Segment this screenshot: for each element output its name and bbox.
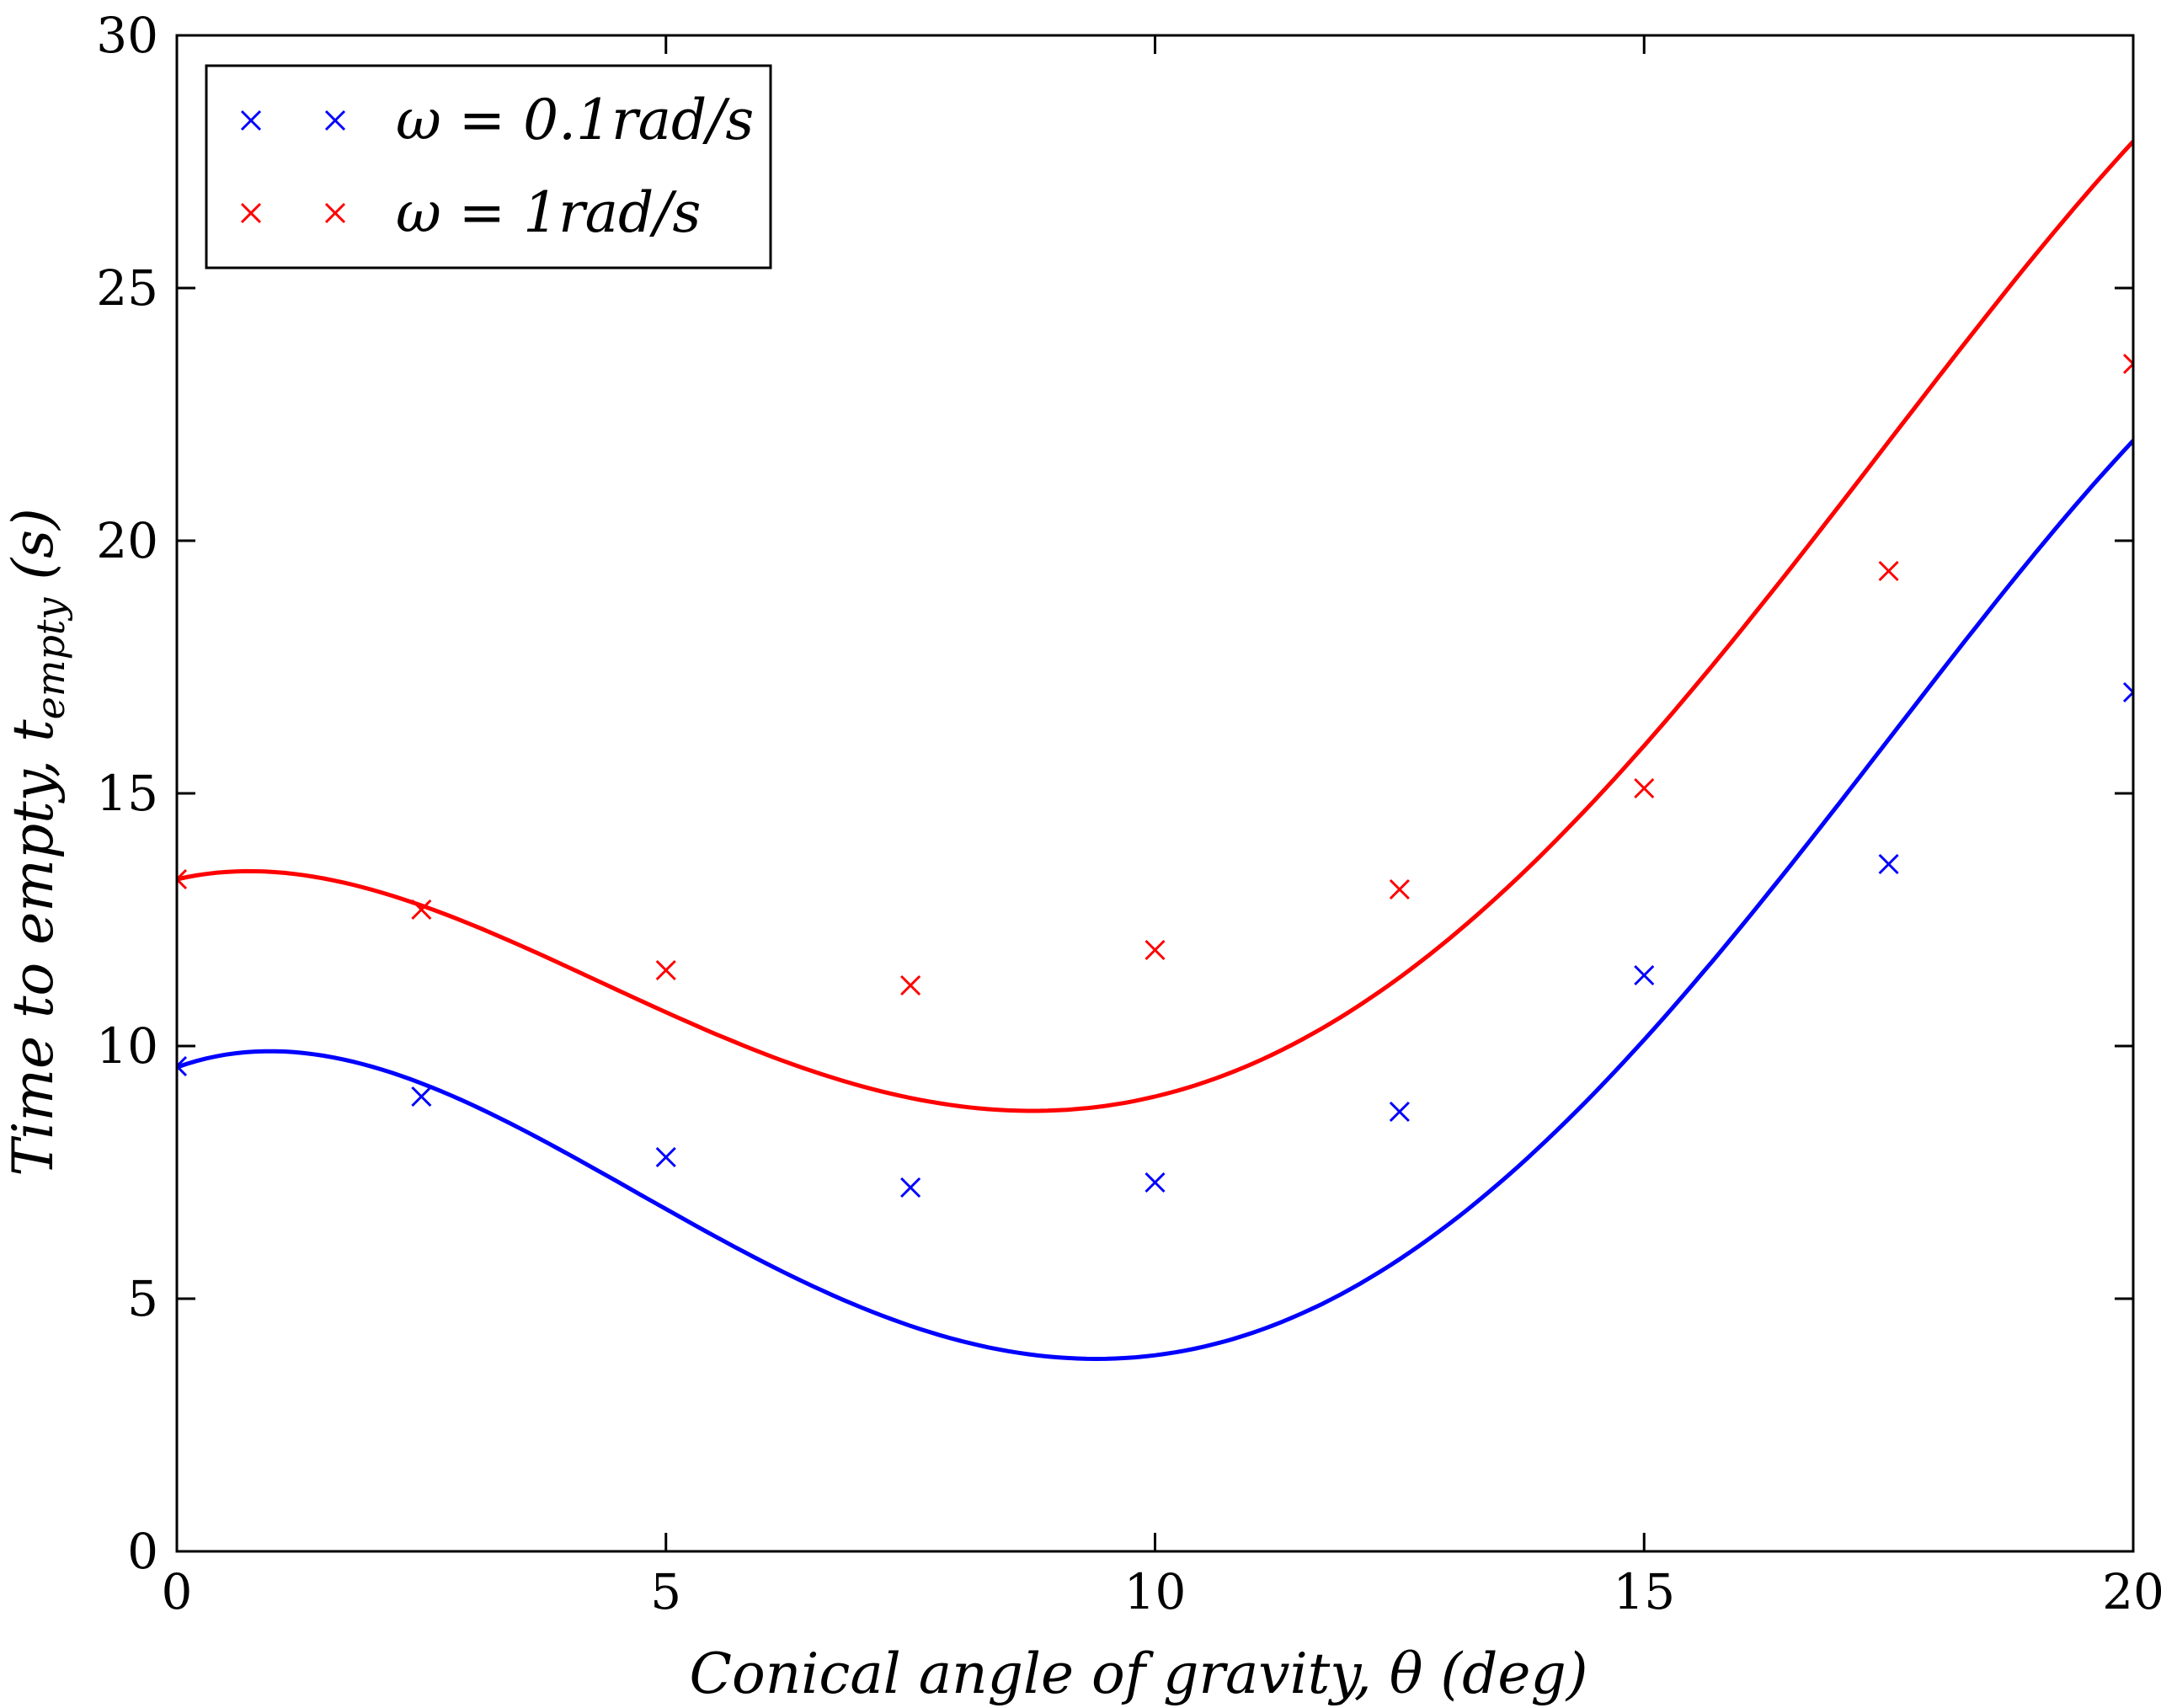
series-0-point [1878,853,1899,875]
legend-marker [324,109,346,131]
legend-marker [240,202,262,224]
x-tick-label: 15 [1613,1563,1675,1620]
series-1-fit-line [177,140,2133,1113]
legend-label: ω = 1rad/s [396,180,701,245]
legend-marker [324,202,346,224]
x-tick-label: 20 [2102,1563,2161,1620]
series-0-point [177,1055,188,1077]
series-0-fit-line [177,439,2133,1362]
series-0-point [1145,1172,1166,1193]
series-0-point [1389,1101,1410,1123]
series-0-point [1634,964,1655,986]
legend: ω = 0.1rad/s ω = 1rad/s [205,64,772,270]
series-1-point [1878,560,1899,582]
series-1-point [177,868,188,890]
series-0-point [2122,681,2133,703]
series-1-point [2122,353,2133,375]
legend-label: ω = 0.1rad/s [396,88,754,152]
series-1-point [1389,878,1410,900]
y-tick-label: 10 [96,1017,158,1075]
series-1-point [655,959,676,981]
y-tick-label: 5 [127,1270,158,1327]
x-axis-label: Conical angle of gravity, θ (deg) [690,1641,1588,1706]
y-tick-label: 15 [96,765,158,822]
legend-marker [240,109,262,131]
series-1-point [1145,939,1166,961]
x-tick-label: 5 [650,1563,681,1620]
y-tick-label: 20 [96,512,158,569]
series-0-point [655,1146,676,1168]
legend-box [205,64,772,270]
series-1-point [1634,777,1655,799]
series-0-point [411,1086,432,1108]
y-axis-label-tail: (s) [1,508,66,597]
axes: 0 5 10 15 20 0 5 10 15 20 25 30 [96,7,2161,1620]
series-1-point [900,974,921,996]
y-axis-label: Time to empty, tempty (s) [1,508,73,1177]
y-axis-label-main: Time to empty, t [1,719,66,1177]
y-tick-label: 0 [127,1523,158,1580]
y-tick-label: 30 [96,7,158,64]
series-1-point [411,899,432,921]
x-tick-label: 10 [1124,1563,1187,1620]
y-axis-label-subscript: empty [28,597,73,720]
plot-area [177,140,2133,1362]
y-tick-label: 25 [96,259,158,317]
x-tick-label: 0 [162,1563,193,1620]
series-0-point [900,1177,921,1198]
